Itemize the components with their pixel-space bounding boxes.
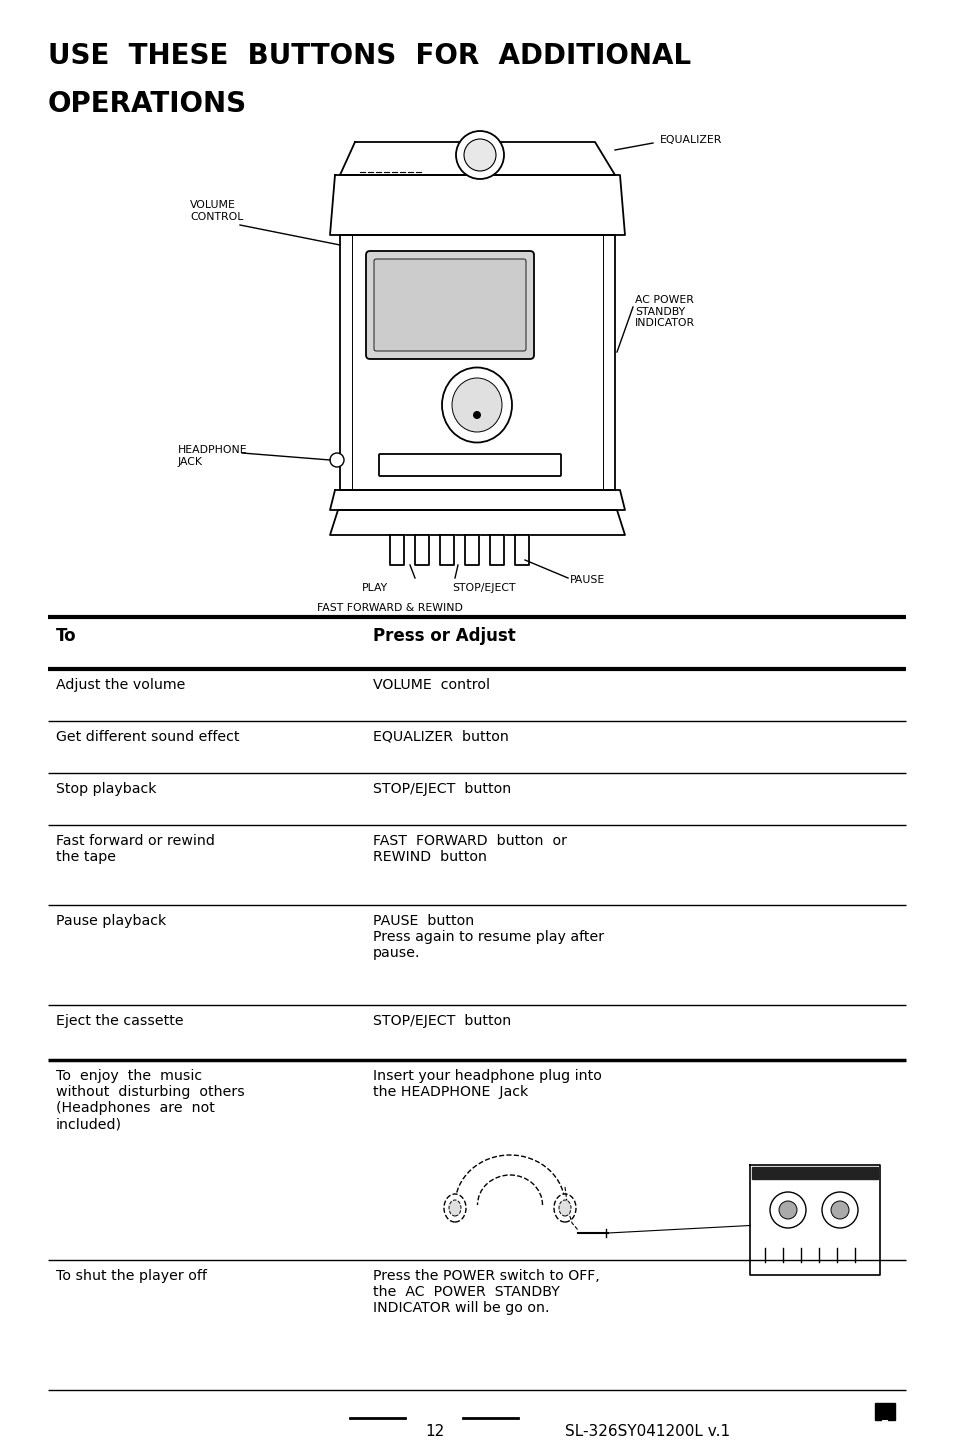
- Text: STOP/EJECT: STOP/EJECT: [452, 583, 515, 593]
- Circle shape: [473, 411, 480, 418]
- Circle shape: [821, 1191, 857, 1228]
- Polygon shape: [415, 535, 429, 565]
- Polygon shape: [439, 535, 454, 565]
- FancyBboxPatch shape: [366, 251, 534, 359]
- Text: To  enjoy  the  music
without  disturbing  others
(Headphones  are  not
included: To enjoy the music without disturbing ot…: [56, 1069, 245, 1132]
- Polygon shape: [464, 535, 478, 565]
- Polygon shape: [390, 535, 403, 565]
- Polygon shape: [490, 535, 503, 565]
- Text: STOP/EJECT  button: STOP/EJECT button: [373, 782, 511, 796]
- FancyBboxPatch shape: [874, 1404, 894, 1420]
- Text: SL-326SY041200L v.1: SL-326SY041200L v.1: [564, 1424, 729, 1438]
- Text: VOLUME  control: VOLUME control: [373, 679, 490, 692]
- Ellipse shape: [558, 1200, 571, 1216]
- Polygon shape: [330, 490, 624, 510]
- Polygon shape: [749, 1165, 879, 1274]
- Text: Get different sound effect: Get different sound effect: [56, 729, 239, 744]
- Text: EQUALIZER  button: EQUALIZER button: [373, 729, 509, 744]
- Circle shape: [830, 1202, 848, 1219]
- Text: FAST  FORWARD  button  or
REWIND  button: FAST FORWARD button or REWIND button: [373, 834, 567, 865]
- Text: To: To: [56, 628, 76, 645]
- FancyBboxPatch shape: [378, 453, 560, 477]
- Text: Fast forward or rewind
the tape: Fast forward or rewind the tape: [56, 834, 214, 865]
- Text: PLAY: PLAY: [361, 583, 388, 593]
- Polygon shape: [339, 142, 615, 174]
- Text: FAST FORWARD & REWIND: FAST FORWARD & REWIND: [316, 603, 462, 613]
- Text: USE  THESE  BUTTONS  FOR  ADDITIONAL: USE THESE BUTTONS FOR ADDITIONAL: [48, 42, 690, 70]
- Text: Press the POWER switch to OFF,
the  AC  POWER  STANDBY
INDICATOR will be go on.: Press the POWER switch to OFF, the AC PO…: [373, 1268, 599, 1315]
- Ellipse shape: [443, 1194, 465, 1222]
- Text: Pause playback: Pause playback: [56, 914, 166, 928]
- Text: E: E: [880, 1420, 888, 1433]
- Polygon shape: [330, 510, 624, 535]
- Circle shape: [779, 1202, 796, 1219]
- Circle shape: [456, 131, 503, 179]
- Text: VOLUME
CONTROL: VOLUME CONTROL: [190, 201, 243, 222]
- Text: PAUSE  button
Press again to resume play after
pause.: PAUSE button Press again to resume play …: [373, 914, 603, 960]
- FancyBboxPatch shape: [374, 259, 525, 352]
- Text: 12: 12: [425, 1424, 444, 1438]
- Text: Adjust the volume: Adjust the volume: [56, 679, 185, 692]
- Polygon shape: [751, 1167, 877, 1178]
- Ellipse shape: [452, 378, 501, 432]
- Polygon shape: [339, 235, 615, 490]
- Polygon shape: [330, 174, 624, 235]
- Text: STOP/EJECT  button: STOP/EJECT button: [373, 1014, 511, 1029]
- Text: PAUSE: PAUSE: [569, 575, 604, 586]
- Ellipse shape: [554, 1194, 576, 1222]
- Ellipse shape: [449, 1200, 460, 1216]
- Text: HEADPHONE
JACK: HEADPHONE JACK: [178, 445, 248, 466]
- Polygon shape: [515, 535, 529, 565]
- Text: To shut the player off: To shut the player off: [56, 1268, 207, 1283]
- Text: Eject the cassette: Eject the cassette: [56, 1014, 183, 1029]
- Text: EQUALIZER: EQUALIZER: [659, 135, 721, 145]
- Text: AC POWER
STANDBY
INDICATOR: AC POWER STANDBY INDICATOR: [635, 295, 695, 328]
- Circle shape: [769, 1191, 805, 1228]
- Text: OPERATIONS: OPERATIONS: [48, 90, 247, 118]
- Circle shape: [463, 139, 496, 171]
- Text: Press or Adjust: Press or Adjust: [373, 628, 516, 645]
- Text: Insert your headphone plug into
the HEADPHONE  Jack: Insert your headphone plug into the HEAD…: [373, 1069, 601, 1100]
- Ellipse shape: [441, 368, 512, 443]
- Circle shape: [330, 453, 344, 466]
- Text: Stop playback: Stop playback: [56, 782, 156, 796]
